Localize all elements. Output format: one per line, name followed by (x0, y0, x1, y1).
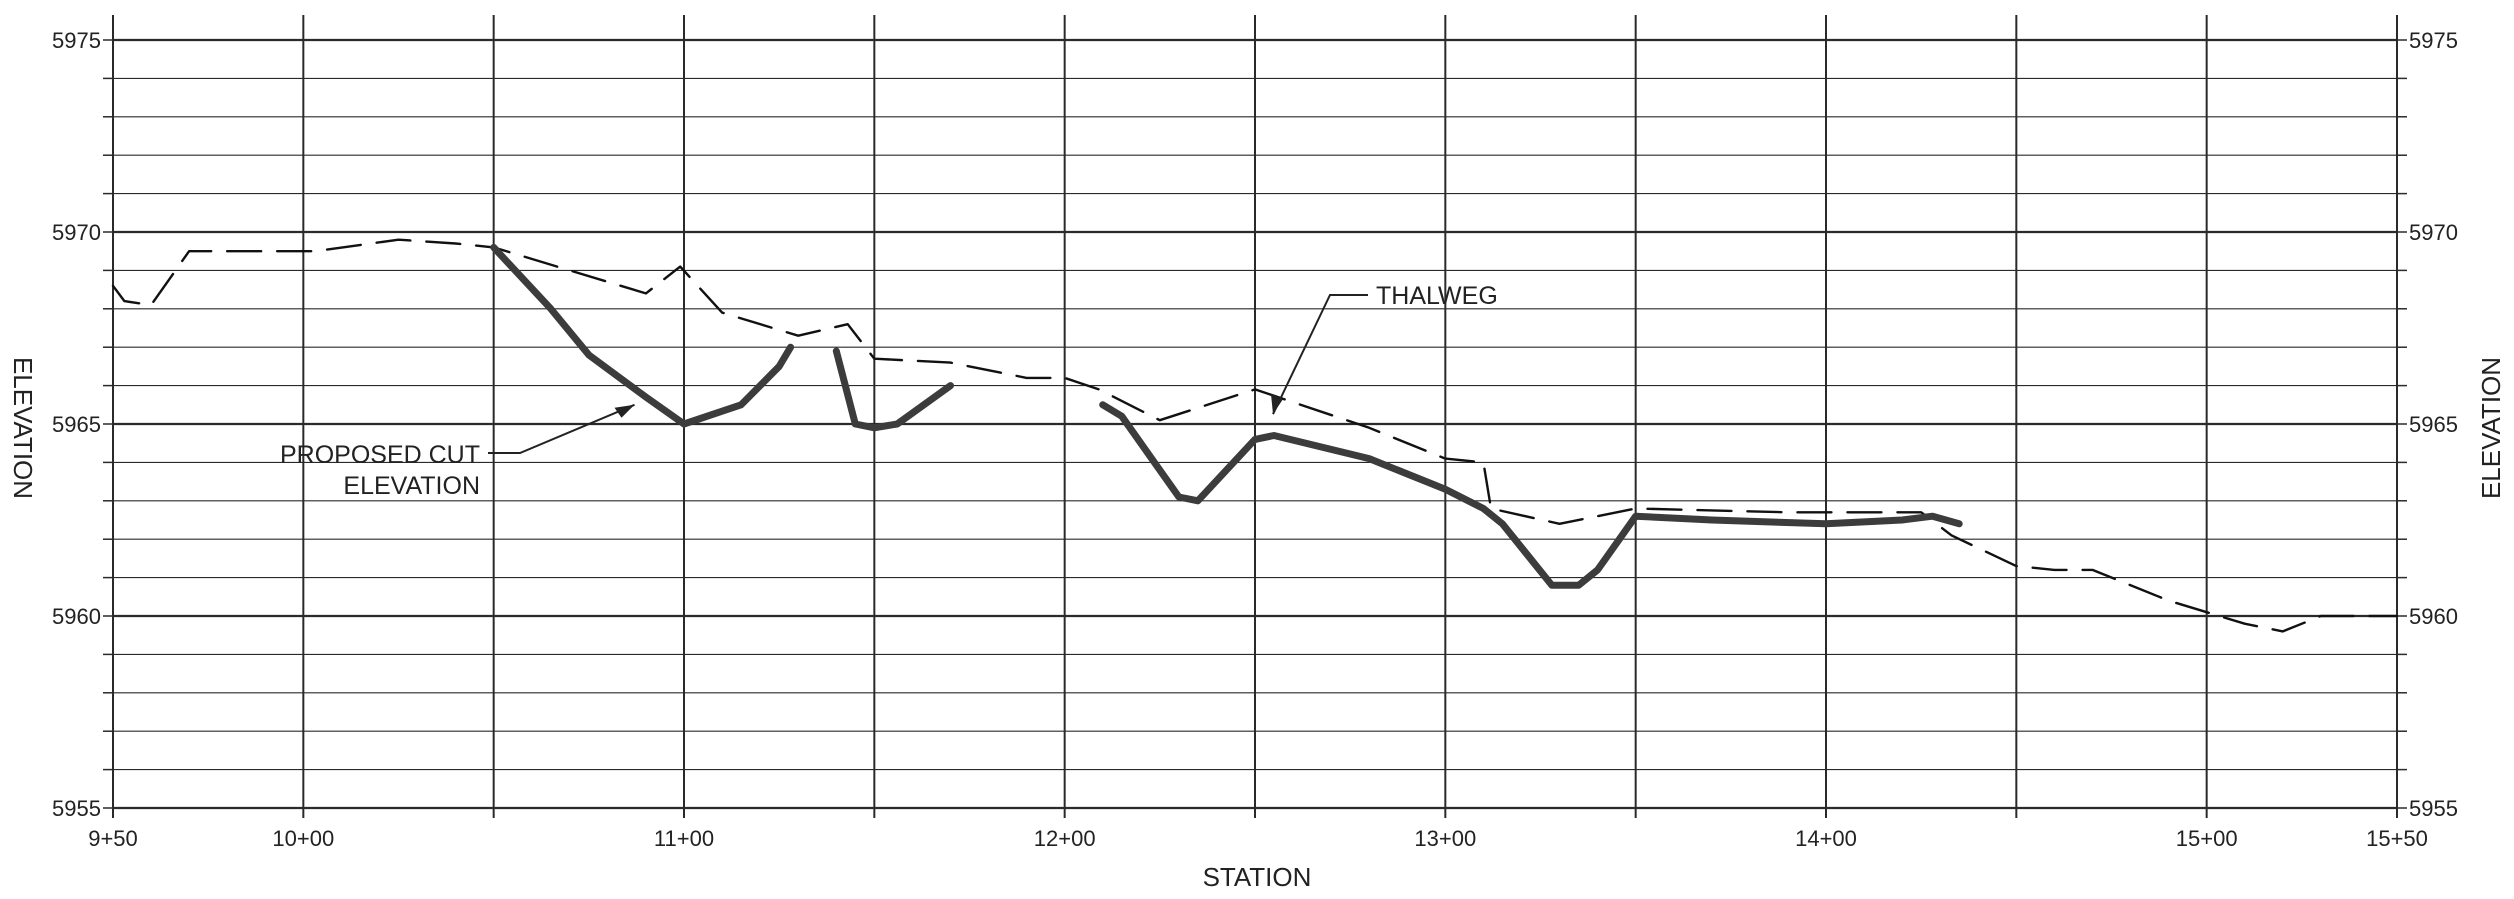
y-tick-label-left: 5955 (52, 796, 101, 821)
leader-line (488, 403, 635, 454)
proposed-cut-line (490, 243, 795, 428)
grid-lines (103, 15, 2407, 818)
thalweg-line (111, 238, 2399, 633)
y-tick-label-left: 5970 (52, 220, 101, 245)
y-tick-label-right: 5965 (2409, 412, 2458, 437)
arrowhead (614, 404, 635, 418)
y-tick-label-right: 5960 (2409, 604, 2458, 629)
leader-line (1272, 294, 1368, 415)
annotation-thalweg: THALWEG (1376, 282, 1498, 310)
y-tick-label-left: 5965 (52, 412, 101, 437)
data-series (111, 238, 2399, 633)
y-tick-label-right: 5975 (2409, 28, 2458, 53)
arrowhead (1271, 394, 1283, 415)
x-tick-label: 10+00 (272, 826, 334, 851)
proposed-cut-line (1099, 401, 1963, 589)
tick-labels: 5955 5955 5960 5960 5965 5965 5970 5970 5975 5975… (52, 28, 2458, 851)
y-tick-label-left: 5960 (52, 604, 101, 629)
y-tick-label-right: 5970 (2409, 220, 2458, 245)
x-tick-label: 14+00 (1795, 826, 1857, 851)
proposed-cut-line (832, 347, 954, 432)
x-tick-label: 13+00 (1414, 826, 1476, 851)
x-tick-label: 12+00 (1034, 826, 1096, 851)
y-tick-label-left: 5975 (52, 28, 101, 53)
annotation-proposed-cut: PROPOSED CUT (280, 441, 480, 469)
x-tick-label: 15+50 (2366, 826, 2428, 851)
y-axis-title-right: ELEVATION (2476, 357, 2506, 499)
y-tick-label-right: 5955 (2409, 796, 2458, 821)
x-tick-label: 15+00 (2176, 826, 2238, 851)
x-tick-label: 9+50 (88, 826, 138, 851)
x-tick-label: 11+00 (654, 826, 714, 851)
x-axis-title: STATION (1203, 862, 1312, 892)
y-axis-title-left: ELEVATION (8, 357, 38, 499)
annotations: PROPOSED CUT ELEVATION THALWEG (280, 282, 1498, 500)
annotation-proposed-cut: ELEVATION (343, 472, 480, 500)
